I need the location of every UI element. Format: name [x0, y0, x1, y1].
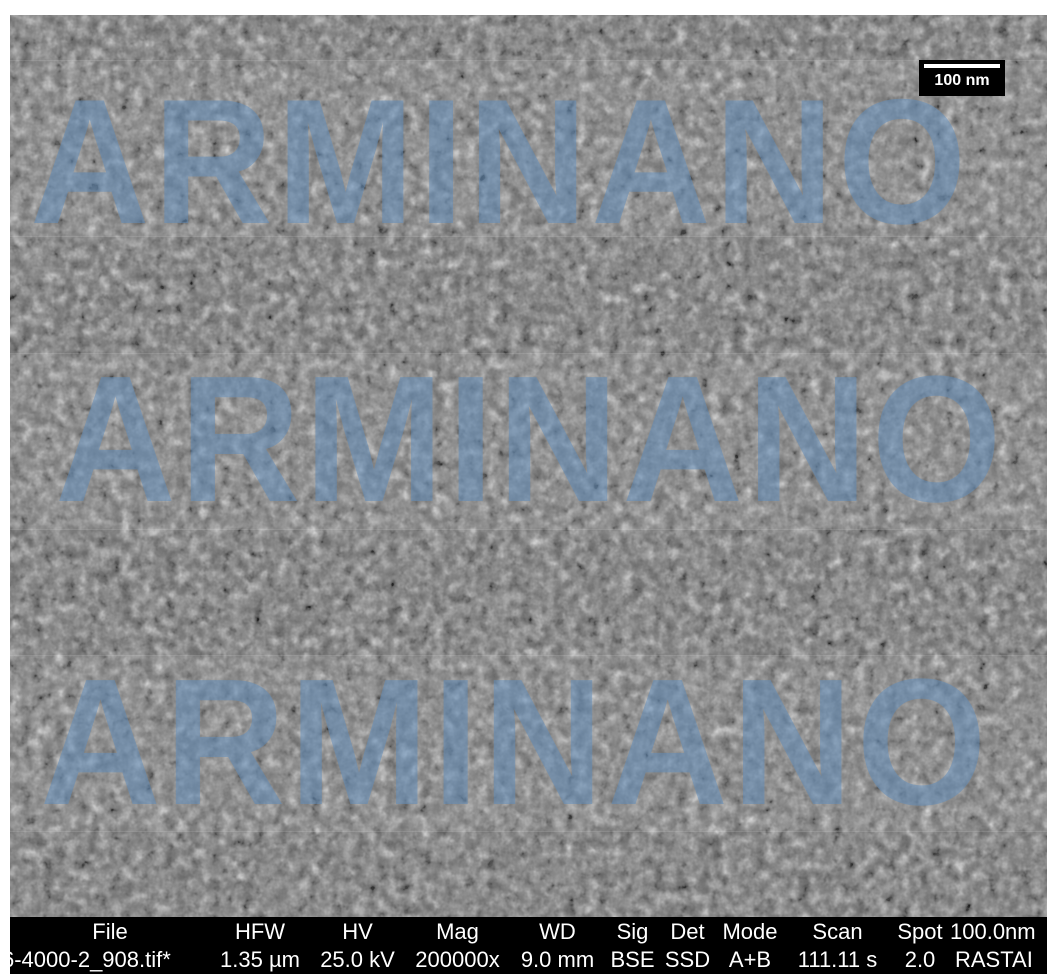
watermark-text-2: ARMINANO — [55, 339, 1006, 540]
scale-bar-line — [924, 64, 1000, 68]
header-scale: 100.0nm — [950, 919, 1036, 944]
scale-bar-label: 100 nm — [934, 72, 990, 89]
value-mag: 200000x — [415, 947, 500, 972]
value-wd: 9.0 mm — [520, 947, 595, 972]
value-spot: 2.0 — [904, 947, 936, 972]
value-file: 6-4000-2_908.tif* — [10, 947, 171, 972]
header-wd: WD — [539, 919, 576, 944]
header-hv: HV — [342, 919, 373, 944]
watermark-text-3: ARMINANO — [40, 642, 991, 843]
header-file: File — [92, 919, 128, 944]
sem-micrograph: ARMINANO ARMINANO ARMINANO 100 nm — [10, 15, 1047, 917]
value-mode: A+B — [728, 947, 772, 972]
watermark-band-1 — [10, 60, 1047, 237]
value-scan-type: RASTAI — [955, 947, 1033, 972]
value-scan: 111.11 s — [797, 947, 878, 972]
header-sig: Sig — [616, 919, 649, 944]
header-det: Det — [670, 919, 705, 944]
header-hfw: HFW — [234, 919, 286, 944]
value-sig: BSE — [610, 947, 655, 972]
header-mode: Mode — [722, 919, 778, 944]
value-det: SSD — [664, 947, 711, 972]
header-spot: Spot — [897, 919, 943, 944]
header-mag: Mag — [436, 919, 479, 944]
value-hv: 25.0 kV — [320, 947, 395, 972]
header-scan: Scan — [812, 919, 863, 944]
value-hfw: 1.35 µm — [220, 947, 300, 972]
scale-bar: 100 nm — [919, 60, 1005, 96]
sem-info-bar: File HFW HV Mag WD Sig Det Mode Scan Spo… — [10, 917, 1047, 974]
watermark-text-1: ARMINANO — [30, 62, 971, 261]
watermark-band-2 — [10, 353, 1047, 530]
watermark-band-3 — [10, 655, 1047, 832]
particle-texture — [10, 15, 1047, 917]
